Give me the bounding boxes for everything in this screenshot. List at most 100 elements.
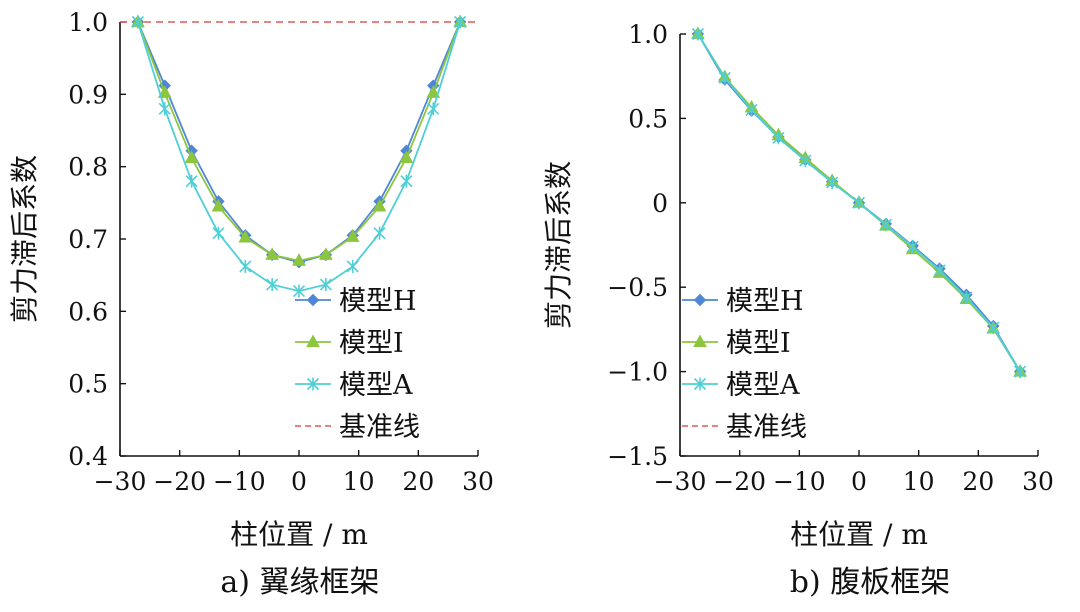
y-tick-label: 0 [652, 189, 668, 218]
series-line [137, 21, 461, 293]
x-tick-label: −30 [654, 467, 707, 496]
legend: 模型H 模型I 模型A 基准线 [295, 286, 420, 443]
data-point [852, 196, 866, 210]
x-tick-label: −20 [713, 467, 766, 496]
legend-label: 基准线 [339, 412, 420, 443]
data-point [157, 85, 172, 98]
data-point [266, 278, 279, 292]
series-triangle [131, 14, 467, 266]
data-point [211, 198, 226, 212]
chart-b: −30 −20 −10 0 10 20 30 −1.5 −1.0 −0.5 0 0.5 1.0 柱位置 /… [542, 20, 1054, 600]
data-point [158, 102, 171, 116]
chart-caption: a) 翼缘框架 [220, 565, 379, 600]
legend-item: 模型I [682, 328, 791, 359]
legend-item: 模型H [682, 286, 804, 317]
data-point [987, 321, 1000, 335]
legend-item: 模型A [682, 370, 800, 401]
series-asterisk [691, 27, 1027, 379]
legend-marker [306, 377, 320, 391]
chart-caption: b) 腹板框架 [790, 565, 950, 600]
x-tick-label: −30 [94, 467, 147, 496]
data-point [960, 290, 973, 304]
x-tick-label: 20 [962, 467, 994, 496]
x-tick-label: 20 [402, 467, 434, 496]
data-point [239, 259, 252, 273]
data-point [906, 240, 919, 254]
legend-item: 模型H [295, 286, 417, 317]
y-tick-label: 1.0 [628, 20, 668, 49]
x-axis-title: 柱位置 / m [790, 518, 928, 551]
x-tick-label: 30 [1022, 467, 1054, 496]
x-tick-label: 30 [462, 467, 494, 496]
y-tick-label: 0.5 [68, 370, 108, 399]
data-point [238, 230, 253, 243]
y-axis-title: 剪力滞后系数 [542, 161, 575, 329]
data-point [131, 15, 144, 29]
data-point [400, 174, 413, 188]
legend-marker [693, 334, 707, 347]
data-point [212, 226, 225, 240]
y-tick-label: 0.6 [68, 297, 108, 326]
data-point [319, 278, 332, 292]
x-tick-label: −20 [153, 467, 206, 496]
data-point [319, 247, 333, 260]
legend-label: 模型H [339, 286, 417, 317]
y-tick-label: −0.5 [607, 273, 668, 302]
y-tick-label: −1.5 [607, 442, 668, 471]
legend-label: 模型I [339, 328, 404, 359]
series-line [137, 21, 461, 262]
chart-a: −30 −20 −10 0 10 20 30 0.4 0.5 0.6 0.7 0.8 0.9 1.0 柱位置… [8, 8, 494, 600]
data-point [372, 198, 387, 212]
y-tick-label: 1.0 [68, 8, 108, 37]
y-tick-label: 0.9 [68, 80, 108, 109]
series-asterisk [131, 15, 467, 298]
legend-item: 基准线 [682, 412, 807, 443]
legend-item: 基准线 [295, 412, 420, 443]
x-tick-label: 10 [903, 467, 935, 496]
data-point [718, 71, 731, 85]
x-tick-label: 0 [291, 467, 307, 496]
data-point [184, 150, 199, 163]
y-tick-label: −1.0 [607, 358, 668, 387]
y-tick-label: 0.7 [68, 225, 108, 254]
x-tick-label: −10 [213, 467, 266, 496]
x-tick-label: −10 [773, 467, 826, 496]
legend-marker [306, 334, 320, 347]
data-point [399, 150, 414, 163]
y-tick-label: 0.5 [628, 104, 668, 133]
data-point [346, 259, 359, 273]
data-point [745, 103, 758, 117]
series-diamond [131, 15, 467, 269]
y-tick-label: 0.4 [68, 442, 108, 471]
legend-item: 模型A [295, 370, 413, 401]
data-point [879, 218, 892, 232]
x-tick-label: 0 [851, 467, 867, 496]
data-point [427, 102, 440, 116]
legend-label: 基准线 [726, 412, 807, 443]
legend-marker [306, 293, 320, 307]
y-tick-label: 0.8 [68, 153, 108, 182]
data-point [454, 15, 467, 29]
data-point [292, 284, 306, 298]
data-point [292, 253, 306, 266]
data-point [265, 247, 279, 260]
data-point [345, 229, 360, 242]
legend-label: 模型A [726, 370, 800, 401]
x-tick-label: 10 [343, 467, 375, 496]
data-point [373, 226, 386, 240]
legend: 模型H 模型I 模型A 基准线 [682, 286, 807, 443]
data-point [826, 176, 839, 190]
x-axis-title: 柱位置 / m [230, 518, 368, 551]
data-point [799, 154, 812, 168]
legend-label: 模型A [339, 370, 413, 401]
legend-marker [693, 377, 707, 391]
data-point [1014, 365, 1027, 379]
data-point [772, 131, 785, 145]
data-point [426, 85, 441, 98]
data-point [185, 174, 198, 188]
legend-label: 模型H [726, 286, 804, 317]
data-point [691, 27, 704, 41]
data-point [933, 263, 946, 277]
legend-label: 模型I [726, 328, 791, 359]
